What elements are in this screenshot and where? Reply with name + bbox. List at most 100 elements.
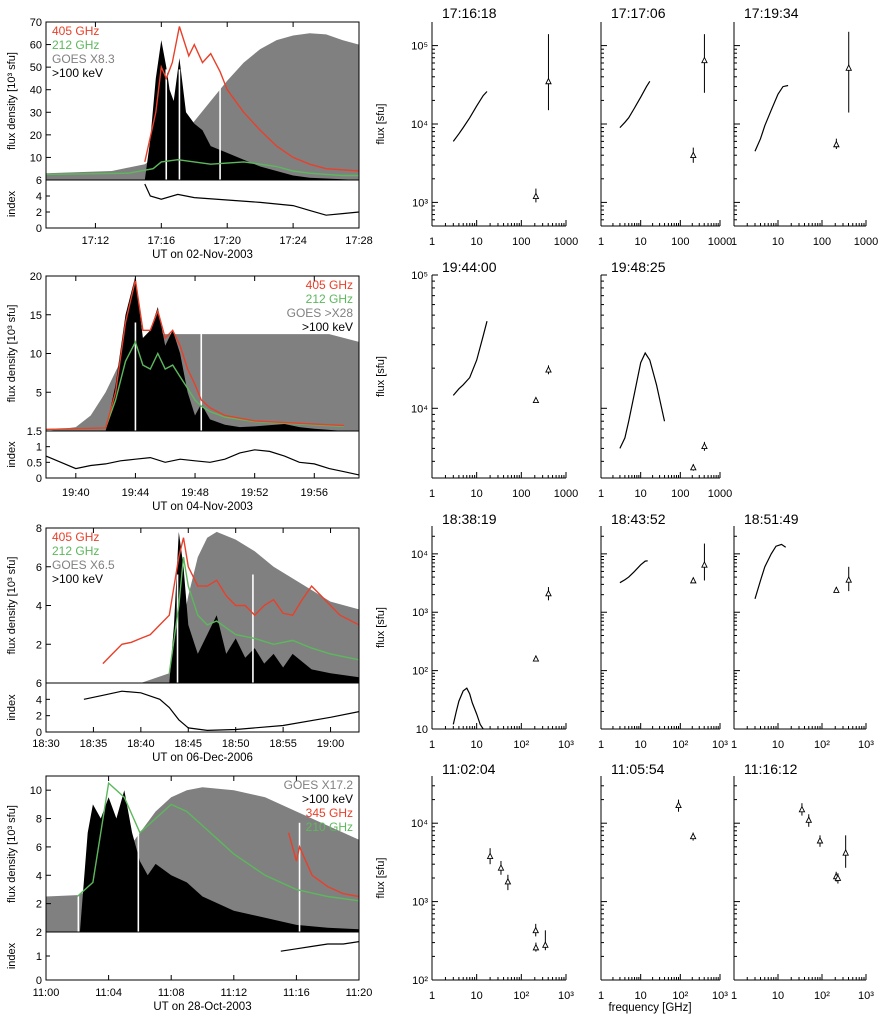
y-axis-label: flux density [10³ sfu]: [6, 805, 18, 903]
ytick-label: 60: [30, 40, 42, 52]
index-ytick-label: 2: [36, 927, 42, 939]
xtick-label: 10: [772, 990, 784, 1002]
legend-entry: GOES >X28: [287, 306, 354, 320]
spectrum-line: [754, 543, 787, 599]
xtick-label: 1: [429, 236, 435, 248]
xtick-label: 17:20: [213, 235, 241, 247]
xtick-label: 11:04: [95, 987, 122, 999]
data-point: [542, 941, 549, 948]
data-point: [504, 877, 512, 885]
legend-entry: 210 GHz: [306, 820, 353, 834]
spectrum-title: 17:17:06: [611, 5, 666, 21]
index-frame: [45, 430, 360, 479]
data-point: [532, 192, 540, 200]
spectrum-line: [754, 84, 789, 152]
y-axis-label: flux density [10³ sfu]: [6, 305, 18, 403]
legend-entry: 405 GHz: [52, 530, 99, 544]
index-axis-label: index: [6, 942, 18, 969]
xtick-label: 10: [471, 236, 483, 248]
green-line: [46, 158, 359, 177]
ytick-label: 6: [36, 562, 42, 574]
xtick-label: 10²: [513, 990, 529, 1002]
legend-entry: >100 keV: [52, 572, 103, 586]
index-ytick-label: 1: [36, 951, 42, 963]
ytick-label: 10: [416, 724, 428, 736]
xtick-label: 100: [512, 488, 530, 500]
ytick-label: 4: [36, 601, 42, 613]
spectrum-title: 18:38:19: [442, 511, 497, 527]
legend-entry: >100 keV: [302, 320, 353, 334]
hxr-area: [46, 790, 359, 932]
data-point: [532, 943, 540, 951]
spectrum-line: [452, 321, 488, 396]
xtick-label: 10³: [558, 739, 574, 751]
xtick-label: 10: [635, 990, 647, 1002]
data-point: [816, 836, 824, 844]
xtick-label: 1: [598, 739, 604, 751]
x-axis-label: UT on 06-Dec-2006: [152, 752, 253, 764]
spectrum-sp-2003-11-04-a: 19:44:00 1 10 100 1000 10⁴ 10⁵ flux [sfu]: [375, 259, 578, 500]
spectrum-title: 17:16:18: [442, 5, 497, 21]
index-ytick-label: 4: [36, 694, 42, 706]
data-point: [834, 874, 842, 881]
spectrum-sp-2003-10-28-c: 11:16:12 1 10 10² 10³: [731, 761, 874, 1002]
lightcurve-lc-2006-12-06: 2 4 6 8 0 2 4 6 18:30 18:35 18:40 18:45 18:50 18:55 19…: [6, 523, 360, 764]
lightcurve-lc-2003-10-28: 2 4 6 8 10 0 1 2 11:00 11:04 11:08 11:12 11:16 11:20 U…: [6, 775, 372, 1013]
plot-area: [46, 781, 359, 932]
index-ytick-label: 0.5: [27, 457, 42, 469]
xtick-label: 18:50: [222, 738, 250, 750]
xtick-label: 10²: [814, 990, 830, 1002]
data-point: [689, 832, 697, 840]
ytick-label: 20: [30, 130, 42, 142]
index-ytick-label: 0: [36, 975, 42, 987]
ytick-label: 10⁴: [411, 549, 428, 561]
ytick-label: 10: [30, 785, 42, 797]
data-point: [532, 396, 540, 404]
xtick-label: 10³: [558, 990, 574, 1002]
index-ytick-label: 6: [36, 678, 42, 690]
xtick-label: 1: [731, 739, 737, 751]
data-point: [675, 801, 682, 808]
legend-entry: >100 keV: [52, 66, 103, 80]
spectrum-y-axis-label: flux [sfu]: [375, 858, 387, 899]
y-axis-label: flux density [10³ sfu]: [6, 557, 18, 655]
xtick-label: 1000: [708, 236, 732, 248]
data-point: [545, 365, 552, 373]
data-point: [701, 442, 708, 450]
xtick-label: 18:45: [175, 738, 203, 750]
ytick-label: 40: [30, 85, 42, 97]
xtick-label: 17:24: [279, 235, 307, 247]
data-point: [833, 140, 840, 148]
index-axis-label: index: [6, 694, 18, 721]
xtick-label: 19:00: [317, 738, 345, 750]
spectrum-title: 18:43:52: [611, 511, 666, 527]
index-line: [280, 941, 360, 952]
plot-area: [46, 276, 359, 431]
xtick-label: 1: [429, 488, 435, 500]
data-point: [842, 848, 849, 856]
index-frame: [45, 682, 360, 733]
data-point: [545, 77, 552, 85]
spectrum-title: 18:51:49: [744, 511, 799, 527]
legend-entry: GOES X17.2: [284, 778, 354, 792]
ytick-label: 10⁴: [411, 119, 428, 131]
red-line: [287, 832, 359, 898]
xtick-label: 18:55: [269, 738, 297, 750]
index-ytick-label: 2: [36, 207, 42, 219]
spectrum-sp-2003-11-02-c: 17:19:34 1 10 100 1000: [731, 5, 878, 248]
spectrum-y-axis-label: flux [sfu]: [375, 607, 387, 648]
xtick-label: 11:00: [33, 987, 60, 999]
ytick-label: 10³: [412, 607, 428, 619]
ytick-label: 2: [36, 639, 42, 651]
xtick-label: 10³: [712, 739, 728, 751]
legend-entry: 405 GHz: [306, 278, 353, 292]
xtick-label: 10: [635, 739, 647, 751]
ytick-label: 10³: [412, 897, 428, 909]
green-line: [46, 340, 345, 431]
xtick-label: 1000: [854, 236, 878, 248]
ytick-label: 8: [36, 814, 42, 826]
xtick-label: 11:12: [220, 987, 247, 999]
xtick-label: 1: [731, 990, 737, 1002]
xtick-label: 1: [429, 739, 435, 751]
lightcurve-lc-2003-11-04: 5 10 15 20 0 0.5 1 1.5 19:40 19:44 19:48 19:52 19:56…: [6, 271, 360, 513]
